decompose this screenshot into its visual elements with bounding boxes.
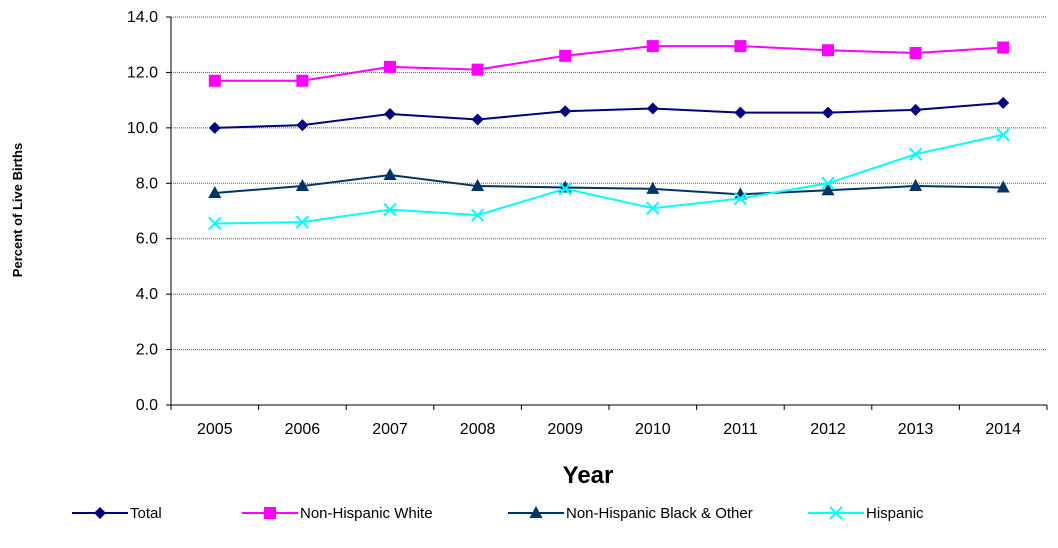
x-tick-label: 2009	[547, 421, 583, 438]
x-marker-stroke	[908, 147, 923, 161]
data-point	[733, 191, 748, 206]
data-point	[646, 181, 660, 194]
x-tick-label: 2014	[985, 421, 1021, 438]
data-point	[208, 185, 222, 198]
data-point	[208, 216, 222, 231]
series-line	[214, 133, 1004, 225]
x-marker-stroke	[558, 182, 572, 196]
x-tick-label: 2008	[460, 421, 496, 438]
data-point	[296, 74, 309, 87]
data-point	[558, 182, 572, 196]
data-point	[821, 176, 835, 190]
legend-label: Non-Hispanic White	[300, 505, 433, 522]
axes	[166, 16, 1048, 410]
data-point	[264, 507, 276, 519]
data-point	[909, 47, 922, 60]
data-point	[909, 103, 922, 116]
x-tick-label: 2010	[635, 421, 671, 438]
legend: Total Non-Hispanic White Non-Hispanic Blac…	[72, 505, 924, 522]
x-tick-label: 2006	[285, 421, 321, 438]
y-tick-label: 0.0	[136, 397, 158, 414]
data-point	[208, 74, 221, 87]
series-hispanic	[208, 128, 1010, 231]
y-tick-label: 8.0	[136, 175, 158, 192]
data-point	[908, 147, 923, 161]
series-line	[214, 45, 1004, 82]
x-marker-stroke	[996, 128, 1010, 142]
data-point	[295, 179, 309, 192]
data-point	[909, 179, 923, 192]
data-point	[208, 121, 221, 134]
data-point	[383, 202, 397, 217]
data-point	[471, 63, 484, 76]
legend-label: Total	[130, 505, 162, 522]
y-tick-label: 12.0	[127, 64, 158, 81]
data-point	[646, 201, 660, 215]
data-point	[822, 44, 834, 57]
data-point	[470, 208, 485, 222]
x-tick-label: 2011	[723, 421, 758, 438]
x-axis-ticks: 2005 2006 2007 2008 2009 2010 2011 2012 2013 2014	[197, 421, 1021, 438]
y-axis-ticks: 0.0 2.0 4.0 6.0 8.0 10.0 12.0 14.0	[127, 9, 158, 414]
y-tick-label: 10.0	[127, 120, 158, 137]
data-point	[997, 41, 1010, 54]
x-tick-label: 2005	[197, 421, 233, 438]
data-point	[471, 179, 485, 192]
data-point	[997, 96, 1010, 109]
data-point	[471, 113, 484, 126]
data-point	[734, 106, 747, 119]
x-tick-label: 2012	[810, 421, 846, 438]
y-axis-title: Percent of Live Births	[10, 143, 25, 277]
data-point	[996, 180, 1010, 193]
data-point	[559, 105, 572, 118]
data-point	[822, 106, 834, 119]
data-point	[734, 40, 747, 53]
series-non-hispanic-white	[208, 40, 1010, 87]
series-group	[208, 40, 1010, 231]
legend-label: Non-Hispanic Black & Other	[566, 505, 753, 522]
data-point	[646, 102, 659, 115]
data-point	[829, 506, 843, 520]
data-point	[559, 49, 572, 62]
data-point	[384, 60, 396, 73]
legend-item: Hispanic	[808, 505, 924, 522]
y-tick-label: 6.0	[136, 231, 158, 248]
x-tick-label: 2007	[372, 421, 408, 438]
data-point	[295, 215, 310, 229]
data-point	[384, 108, 396, 120]
data-point	[296, 119, 309, 132]
data-point	[383, 167, 397, 180]
series-total	[208, 96, 1010, 134]
legend-item: Non-Hispanic Black & Other	[508, 505, 753, 522]
y-tick-label: 4.0	[136, 286, 158, 303]
x-marker-stroke	[383, 202, 397, 217]
series-line	[214, 101, 1004, 129]
data-point	[996, 128, 1010, 142]
legend-item: Non-Hispanic White	[242, 505, 433, 522]
series-line	[214, 173, 1004, 196]
y-tick-label: 14.0	[127, 9, 158, 26]
x-marker-stroke	[829, 506, 843, 520]
legend-label: Hispanic	[866, 505, 924, 522]
x-marker-stroke	[733, 191, 748, 206]
data-point	[821, 183, 835, 196]
x-marker-stroke	[821, 176, 835, 190]
x-marker-stroke	[295, 215, 310, 229]
y-tick-label: 2.0	[136, 342, 158, 359]
x-tick-label: 2013	[898, 421, 934, 438]
legend-item: Total	[72, 505, 162, 522]
x-axis-title: Year	[563, 462, 614, 489]
data-point	[94, 507, 106, 519]
x-marker-stroke	[208, 216, 222, 231]
data-point	[529, 506, 543, 518]
x-marker-stroke	[646, 201, 660, 215]
x-marker-stroke	[470, 208, 485, 222]
data-point	[646, 40, 659, 53]
